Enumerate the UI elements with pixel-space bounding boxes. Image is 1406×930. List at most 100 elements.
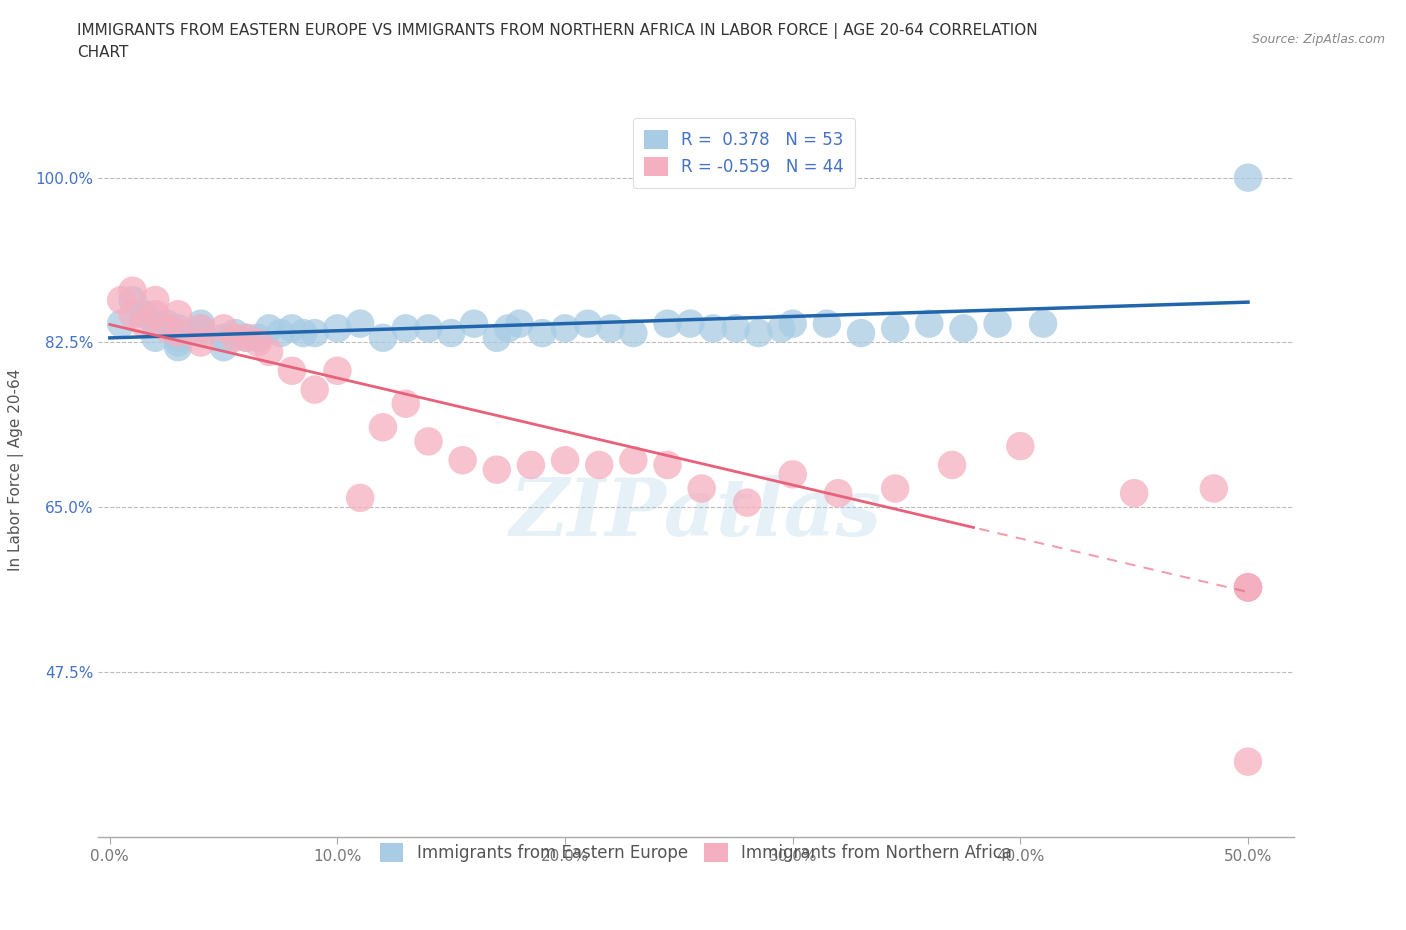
Point <box>657 316 679 331</box>
Point <box>724 321 747 336</box>
Point <box>235 330 257 345</box>
Point <box>349 316 371 331</box>
Point <box>1237 580 1260 595</box>
Point <box>554 453 576 468</box>
Point <box>395 321 418 336</box>
Point <box>190 316 212 331</box>
Point <box>132 307 155 322</box>
Point <box>918 316 941 331</box>
Point <box>190 321 212 336</box>
Point <box>143 330 166 345</box>
Point <box>554 321 576 336</box>
Point <box>735 495 758 510</box>
Point <box>815 316 838 331</box>
Point <box>224 330 246 345</box>
Point <box>246 330 269 345</box>
Point <box>304 382 326 397</box>
Point <box>212 330 235 345</box>
Point <box>1010 439 1032 454</box>
Point <box>212 339 235 354</box>
Point <box>281 321 304 336</box>
Point <box>418 434 440 449</box>
Point <box>485 330 508 345</box>
Point <box>257 321 280 336</box>
Point <box>463 316 485 331</box>
Point <box>326 364 349 379</box>
Point <box>1237 170 1260 185</box>
Point <box>143 307 166 322</box>
Point <box>167 335 190 350</box>
Point <box>190 326 212 340</box>
Point <box>1032 316 1054 331</box>
Point <box>349 490 371 505</box>
Point <box>576 316 599 331</box>
Point <box>395 396 418 411</box>
Point <box>952 321 974 336</box>
Text: Source: ZipAtlas.com: Source: ZipAtlas.com <box>1251 33 1385 46</box>
Point <box>621 326 644 340</box>
Point <box>110 293 132 308</box>
Point <box>485 462 508 477</box>
Point <box>1123 485 1146 500</box>
Point <box>110 316 132 331</box>
Point <box>451 453 474 468</box>
Point <box>143 316 166 331</box>
Point <box>121 307 143 322</box>
Legend: Immigrants from Eastern Europe, Immigrants from Northern Africa: Immigrants from Eastern Europe, Immigran… <box>373 836 1019 869</box>
Point <box>884 321 907 336</box>
Point <box>190 321 212 336</box>
Point <box>621 453 644 468</box>
Point <box>304 326 326 340</box>
Point <box>281 364 304 379</box>
Point <box>679 316 702 331</box>
Point <box>257 344 280 359</box>
Point <box>167 339 190 354</box>
Point <box>849 326 872 340</box>
Point <box>371 330 394 345</box>
Point <box>770 321 793 336</box>
Point <box>496 321 519 336</box>
Point <box>588 458 610 472</box>
Point <box>121 284 143 299</box>
Point <box>520 458 543 472</box>
Point <box>167 330 190 345</box>
Point <box>531 326 554 340</box>
Point <box>132 316 155 331</box>
Text: IMMIGRANTS FROM EASTERN EUROPE VS IMMIGRANTS FROM NORTHERN AFRICA IN LABOR FORCE: IMMIGRANTS FROM EASTERN EUROPE VS IMMIGR… <box>77 23 1038 39</box>
Point <box>1237 580 1260 595</box>
Point <box>212 321 235 336</box>
Point <box>1237 754 1260 769</box>
Point <box>1237 580 1260 595</box>
Point <box>246 335 269 350</box>
Point <box>156 321 179 336</box>
Point <box>143 293 166 308</box>
Y-axis label: In Labor Force | Age 20-64: In Labor Force | Age 20-64 <box>8 368 24 571</box>
Point <box>371 419 394 434</box>
Point <box>121 293 143 308</box>
Point <box>748 326 770 340</box>
Point <box>167 326 190 340</box>
Point <box>1202 481 1225 496</box>
Point <box>167 307 190 322</box>
Point <box>326 321 349 336</box>
Point <box>987 316 1010 331</box>
Point <box>418 321 440 336</box>
Point <box>156 316 179 331</box>
Point <box>657 458 679 472</box>
Point <box>190 335 212 350</box>
Point <box>941 458 963 472</box>
Point <box>884 481 907 496</box>
Point <box>224 326 246 340</box>
Point <box>599 321 621 336</box>
Point <box>782 467 804 482</box>
Point <box>509 316 531 331</box>
Text: ZIPatlas: ZIPatlas <box>510 475 882 552</box>
Point <box>167 321 190 336</box>
Point <box>1237 580 1260 595</box>
Point <box>827 485 849 500</box>
Point <box>440 326 463 340</box>
Point <box>292 326 315 340</box>
Point <box>702 321 724 336</box>
Point <box>235 330 257 345</box>
Text: CHART: CHART <box>77 45 129 60</box>
